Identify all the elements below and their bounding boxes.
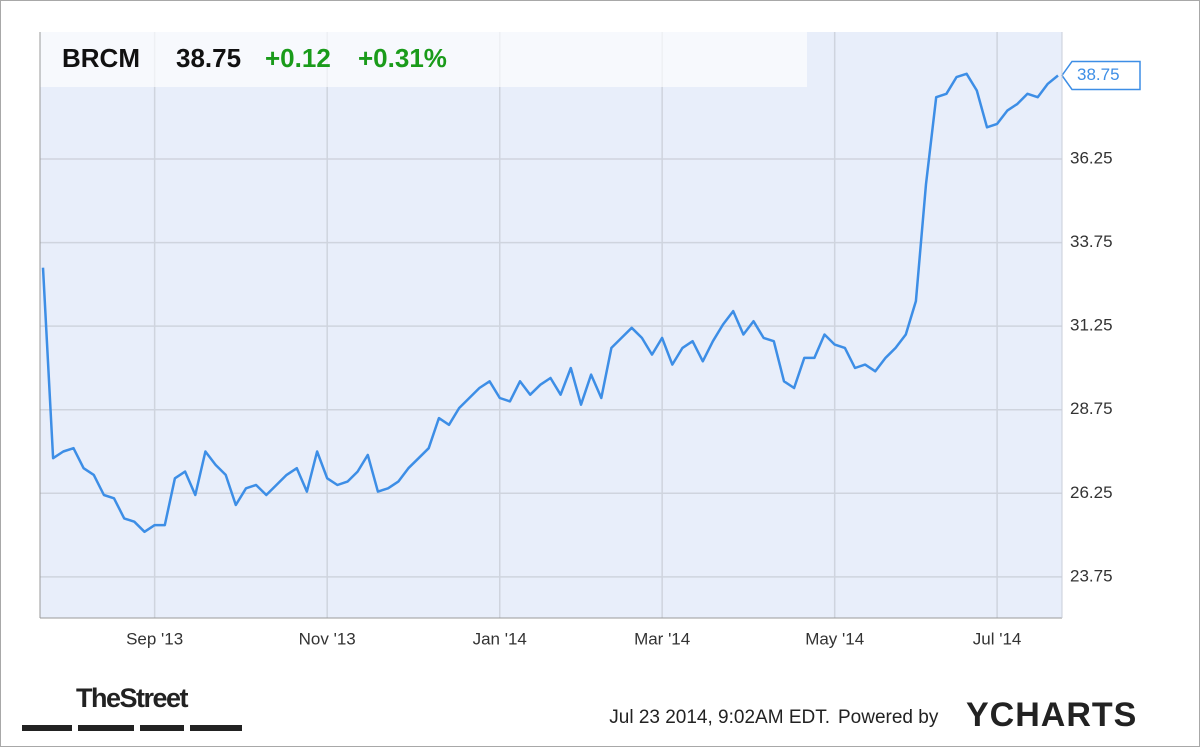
thestreet-logo: TheStreet (22, 683, 242, 731)
change-pct: +0.31% (358, 43, 447, 73)
x-tick-label: Nov '13 (299, 629, 356, 648)
marks: 38.75 (41, 60, 1141, 534)
last-price-tag (1061, 60, 1141, 91)
y-tick-label: 23.75 (1070, 566, 1113, 585)
powered-by: Powered by (838, 707, 939, 728)
price: 38.75 (176, 43, 241, 73)
logo-bar (140, 725, 184, 731)
x-tick-label: Jan '14 (473, 629, 527, 648)
timestamp: Jul 23 2014, 9:02AM EDT. (609, 707, 830, 728)
grid (40, 32, 1062, 618)
logo-bar (22, 725, 72, 731)
logo-bar (78, 725, 134, 731)
y-tick-label: 28.75 (1070, 399, 1113, 418)
y-tick-label: 31.25 (1070, 316, 1113, 335)
x-tick-label: May '14 (805, 629, 864, 648)
logo-bar (190, 725, 242, 731)
header-box (40, 32, 807, 87)
price-line (41, 72, 1059, 534)
last-price-label: 38.75 (1077, 65, 1120, 84)
brand: YCHARTS (966, 696, 1137, 734)
plot-background (40, 32, 1062, 618)
x-tick-label: Jul '14 (973, 629, 1022, 648)
y-tick-label: 26.25 (1070, 483, 1113, 502)
publisher: TheStreet (76, 683, 189, 713)
change: +0.12 (265, 43, 331, 73)
ticker: BRCM (62, 43, 140, 73)
x-tick-label: Mar '14 (634, 629, 690, 648)
x-tick-label: Sep '13 (126, 629, 183, 648)
y-tick-label: 36.25 (1070, 149, 1113, 168)
y-tick-label: 33.75 (1070, 232, 1113, 251)
